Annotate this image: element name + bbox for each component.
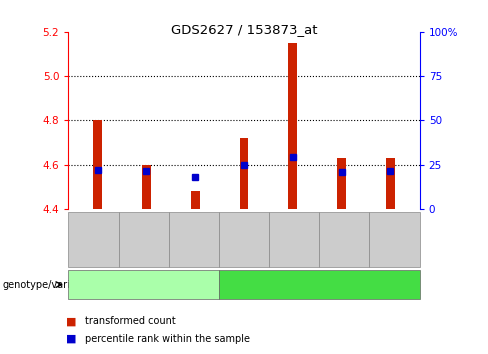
Text: GSM139092: GSM139092 [139, 216, 148, 264]
Text: GSM139078: GSM139078 [240, 216, 248, 264]
Text: ■: ■ [65, 334, 76, 344]
Bar [142, 165, 151, 209]
Text: ■: ■ [65, 316, 76, 326]
Bar [191, 191, 200, 209]
Text: GDS2627 / 153873_at: GDS2627 / 153873_at [171, 23, 317, 36]
Text: wild type: wild type [118, 280, 169, 290]
Text: GSM139086: GSM139086 [390, 216, 399, 264]
Text: GSM139080: GSM139080 [290, 216, 299, 264]
Text: transformed count: transformed count [85, 316, 176, 326]
Text: GSM139089: GSM139089 [89, 216, 98, 264]
Bar [337, 158, 346, 209]
Text: GSM139082: GSM139082 [340, 216, 349, 264]
Text: POF null mutant: POF null mutant [274, 280, 365, 290]
Bar [93, 120, 102, 209]
Bar [386, 158, 395, 209]
Text: GSM139094: GSM139094 [189, 216, 198, 264]
Bar [288, 43, 297, 209]
Text: genotype/variation: genotype/variation [2, 280, 95, 290]
Text: percentile rank within the sample: percentile rank within the sample [85, 334, 250, 344]
Bar [240, 138, 248, 209]
